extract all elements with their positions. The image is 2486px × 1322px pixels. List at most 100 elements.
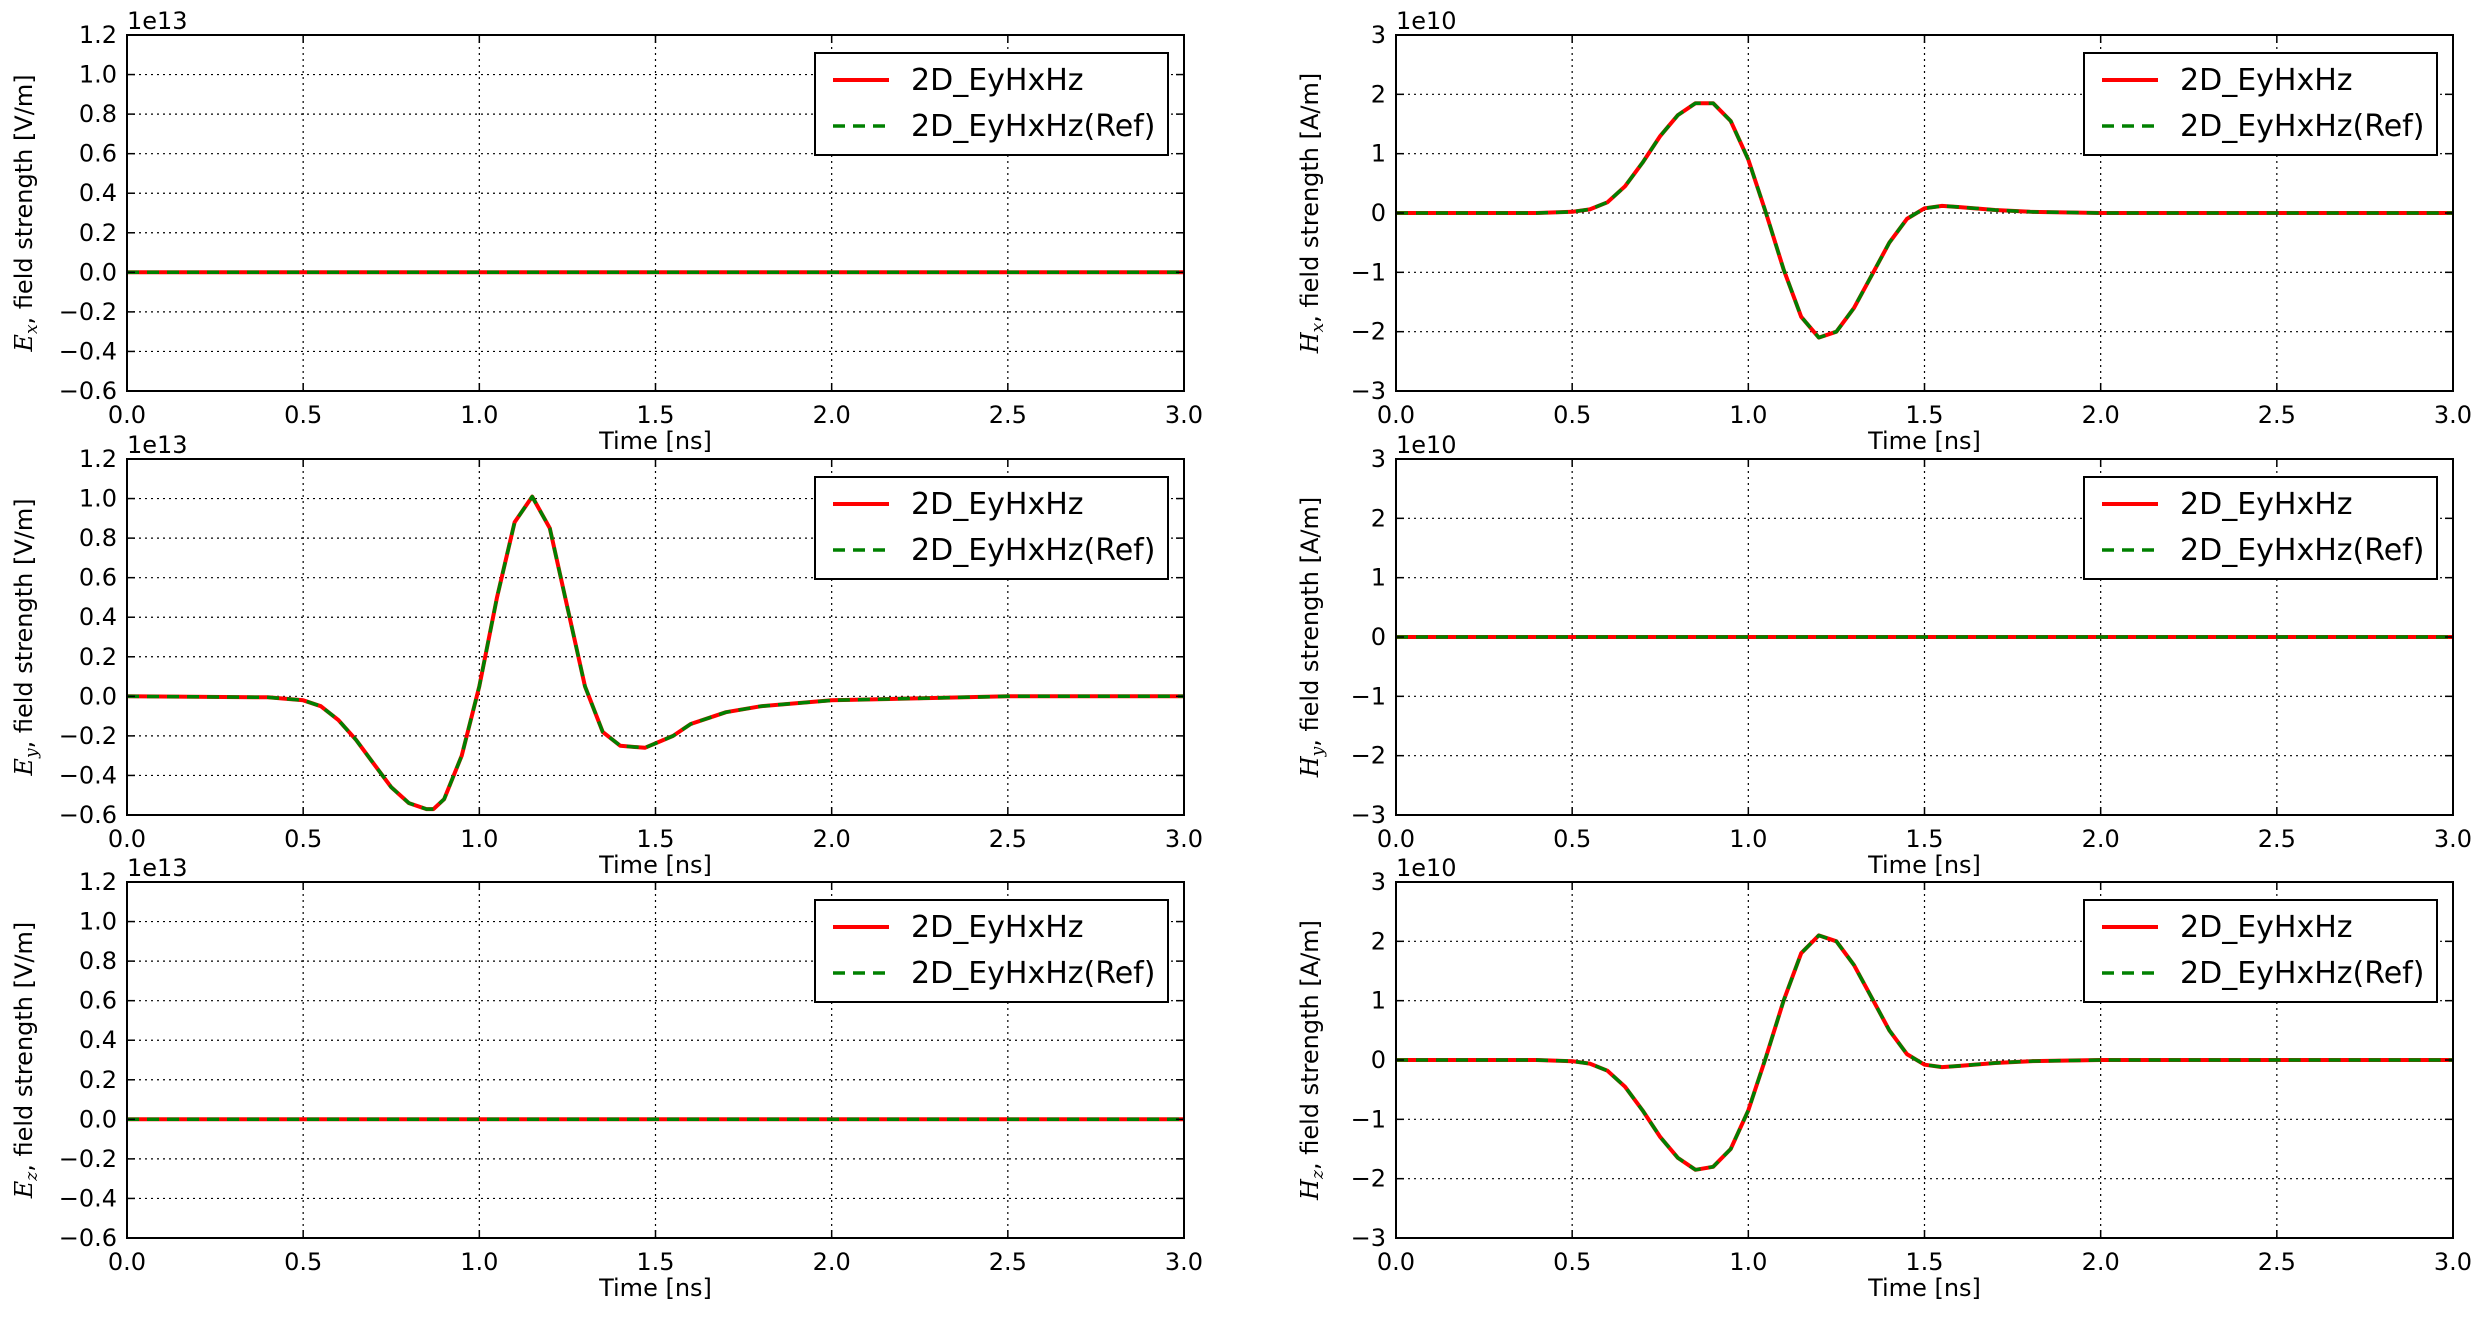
y-tick-label: −0.4 xyxy=(59,761,117,789)
y-tick-label: 3 xyxy=(1371,21,1386,49)
legend-label: 2D_EyHxHz xyxy=(2180,487,2353,522)
y-tick-label: 1 xyxy=(1371,564,1386,592)
x-axis-label: Time [ns] xyxy=(1867,427,1981,455)
legend: 2D_EyHxHz 2D_EyHxHz(Ref) xyxy=(2083,899,2438,1003)
y-tick-label: −3 xyxy=(1351,377,1386,405)
legend: 2D_EyHxHz 2D_EyHxHz(Ref) xyxy=(814,52,1169,156)
x-tick-label: 0.5 xyxy=(1553,825,1591,853)
y-axis-label: Hz, field strength [A/m] xyxy=(1296,920,1328,1201)
y-tick-label: 0 xyxy=(1371,1046,1386,1074)
x-tick-label: 0.0 xyxy=(108,825,146,853)
legend: 2D_EyHxHz 2D_EyHxHz(Ref) xyxy=(814,476,1169,580)
y-axis-label: Hx, field strength [A/m] xyxy=(1296,73,1328,355)
y-tick-label: 0.8 xyxy=(79,100,117,128)
y-tick-label: 0.6 xyxy=(79,987,117,1015)
y-axis-symbol: E xyxy=(10,1180,38,1199)
x-tick-label: 2.5 xyxy=(2258,401,2296,429)
y-tick-label: 0.0 xyxy=(79,258,117,286)
x-tick-label: 2.5 xyxy=(989,401,1027,429)
y-tick-label: 0.4 xyxy=(79,1026,117,1054)
legend-box xyxy=(2083,52,2438,156)
subplot-4: 0.0 0.5 1.0 1.5 2.0 2.5 3.0 −3 −2 −1 0 1 2 3 1e10 Time … xyxy=(1296,431,2472,879)
y-axis-label: Ey, field strength [V/m] xyxy=(10,498,42,776)
x-tick-label: 0.5 xyxy=(284,401,322,429)
series-line-1 xyxy=(1396,101,2453,340)
y-axis-label: Ex, field strength [V/m] xyxy=(10,74,42,352)
y-axis-text: , field strength [V/m] xyxy=(10,74,38,324)
series-line-1 xyxy=(126,494,1184,812)
legend-box xyxy=(814,476,1169,580)
x-tick-label: 2.5 xyxy=(2258,1248,2296,1276)
legend-label: 2D_EyHxHz xyxy=(911,63,1084,98)
x-tick-label: 2.0 xyxy=(813,1248,851,1276)
legend: 2D_EyHxHz 2D_EyHxHz(Ref) xyxy=(2083,52,2438,156)
y-tick-label: 0.2 xyxy=(79,1066,117,1094)
y-tick-label: 0.8 xyxy=(79,524,117,552)
y-tick-label: 0.4 xyxy=(79,603,117,631)
y-tick-label: −2 xyxy=(1351,1165,1386,1193)
x-tick-label: 1.5 xyxy=(636,825,674,853)
x-axis-label: Time [ns] xyxy=(598,1274,712,1302)
y-axis-symbol: H xyxy=(1296,755,1324,778)
x-tick-label: 2.5 xyxy=(989,1248,1027,1276)
y-tick-label: 0.0 xyxy=(79,682,117,710)
y-tick-label: 1 xyxy=(1371,140,1386,168)
y-axis-subscript: x xyxy=(22,324,42,334)
offset-text: 1e10 xyxy=(1396,431,1457,459)
x-tick-label: 0.0 xyxy=(108,401,146,429)
subplot-3: 0.0 0.5 1.0 1.5 2.0 2.5 3.0 −0.6 −0.4 −0.2 0.0 0.2 0… xyxy=(10,431,1203,879)
y-tick-label: 3 xyxy=(1371,445,1386,473)
y-tick-label: 1.0 xyxy=(79,485,117,513)
y-axis-subscript: z xyxy=(22,1171,42,1182)
y-tick-label: 0.8 xyxy=(79,947,117,975)
legend-label: 2D_EyHxHz(Ref) xyxy=(2180,956,2424,991)
x-tick-label: 0.5 xyxy=(1553,1248,1591,1276)
y-tick-label: −3 xyxy=(1351,1224,1386,1252)
legend-box xyxy=(2083,899,2438,1003)
x-tick-label: 0.5 xyxy=(284,825,322,853)
legend-box xyxy=(2083,476,2438,580)
x-axis-label: Time [ns] xyxy=(598,851,712,879)
y-axis-text: , field strength [A/m] xyxy=(1296,920,1324,1170)
y-axis-text: , field strength [A/m] xyxy=(1296,73,1324,323)
legend: 2D_EyHxHz 2D_EyHxHz(Ref) xyxy=(2083,476,2438,580)
y-tick-label: 0 xyxy=(1371,199,1386,227)
y-tick-label: 0.6 xyxy=(79,564,117,592)
y-tick-label: −2 xyxy=(1351,318,1386,346)
x-tick-label: 1.5 xyxy=(636,1248,674,1276)
x-tick-label: 1.0 xyxy=(460,401,498,429)
y-tick-label: −3 xyxy=(1351,801,1386,829)
y-tick-label: 1.0 xyxy=(79,908,117,936)
y-axis-text: , field strength [V/m] xyxy=(10,498,38,748)
y-axis-symbol: E xyxy=(10,758,38,777)
offset-text: 1e13 xyxy=(127,7,188,35)
x-tick-label: 0.5 xyxy=(1553,401,1591,429)
y-tick-label: −0.2 xyxy=(59,298,117,326)
y-tick-label: 2 xyxy=(1371,927,1386,955)
x-tick-label: 1.5 xyxy=(1905,1248,1943,1276)
legend-label: 2D_EyHxHz(Ref) xyxy=(911,956,1155,991)
y-axis-subscript: y xyxy=(1308,746,1328,757)
offset-text: 1e10 xyxy=(1396,854,1457,882)
y-tick-label: 0.2 xyxy=(79,643,117,671)
legend-box xyxy=(814,52,1169,156)
offset-text: 1e13 xyxy=(127,854,188,882)
y-tick-label: −0.6 xyxy=(59,377,117,405)
y-tick-label: −0.6 xyxy=(59,801,117,829)
x-tick-label: 0.5 xyxy=(284,1248,322,1276)
y-tick-label: −0.4 xyxy=(59,1184,117,1212)
offset-text: 1e13 xyxy=(127,431,188,459)
x-tick-label: 1.0 xyxy=(1729,825,1767,853)
y-tick-label: 1 xyxy=(1371,987,1386,1015)
x-tick-label: 0.0 xyxy=(1377,825,1415,853)
x-tick-label: 2.0 xyxy=(2082,1248,2120,1276)
x-tick-label: 1.5 xyxy=(1905,401,1943,429)
y-tick-label: −0.2 xyxy=(59,722,117,750)
y-axis-subscript: y xyxy=(22,748,42,759)
x-tick-label: 2.5 xyxy=(989,825,1027,853)
legend: 2D_EyHxHz 2D_EyHxHz(Ref) xyxy=(814,899,1169,1003)
subplot-1: 0.0 0.5 1.0 1.5 2.0 2.5 3.0 −0.6 −0.4 −0.2 0.0 0.2 0… xyxy=(10,7,1203,455)
legend-label: 2D_EyHxHz(Ref) xyxy=(911,109,1155,144)
y-tick-label: 0.2 xyxy=(79,219,117,247)
